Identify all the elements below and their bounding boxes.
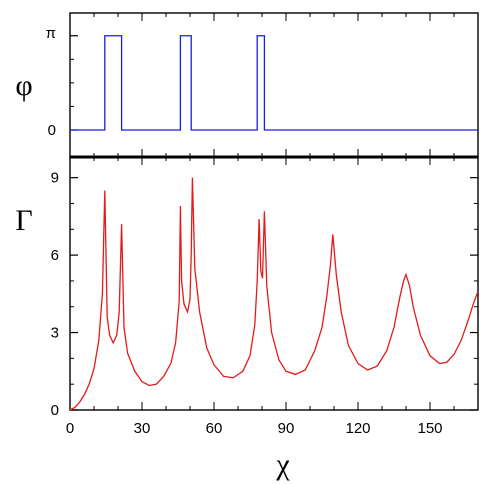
- top-y-tick-label: π: [46, 25, 56, 42]
- top-plot-frame: [69, 12, 479, 158]
- bottom-x-tick-label: 60: [206, 420, 223, 437]
- phase-line: [70, 35, 478, 131]
- bottom-y-axis-label: Γ: [15, 204, 32, 237]
- bottom-x-tick-label: 150: [417, 420, 442, 437]
- bottom-panel: 0 3 6 9 0 30 60 90 120 150 Γ χ: [15, 156, 479, 481]
- bottom-x-tick-labels: 0 30 60 90 120 150: [66, 420, 443, 437]
- bottom-x-tick-label: 0: [66, 420, 74, 437]
- bottom-y-tick-labels: 0 3 6 9: [51, 170, 59, 419]
- bottom-plot-frame: [69, 156, 479, 411]
- bottom-x-tick-label: 90: [278, 420, 295, 437]
- bottom-x-axis-label: χ: [275, 448, 290, 481]
- top-y-tick-labels: 0π: [46, 25, 56, 139]
- bottom-ticks: [69, 157, 479, 411]
- gamma-line: [69, 177, 479, 411]
- bottom-x-tick-label: 30: [134, 420, 151, 437]
- top-panel: 0π φ: [15, 12, 479, 158]
- top-y-tick-label: 0: [48, 122, 56, 139]
- bottom-y-tick-label: 9: [51, 170, 59, 187]
- bottom-y-tick-label: 0: [51, 402, 59, 419]
- bottom-y-tick-label: 3: [51, 325, 59, 342]
- bottom-y-tick-label: 6: [51, 247, 59, 264]
- top-y-axis-label: φ: [15, 69, 32, 102]
- top-ticks: [69, 13, 479, 157]
- bottom-x-tick-label: 120: [345, 420, 370, 437]
